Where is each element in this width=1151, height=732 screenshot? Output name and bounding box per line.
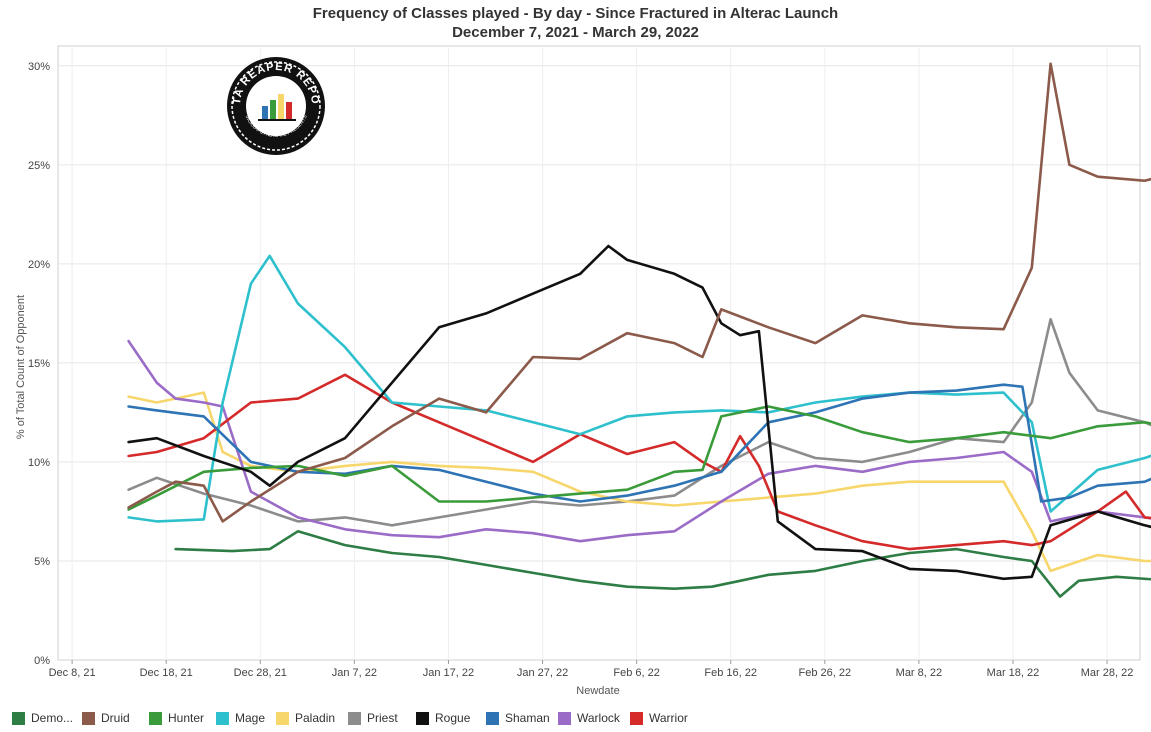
x-tick-label: Jan 17, 22 [423,667,474,679]
legend-swatch [149,711,162,725]
y-tick-labels: 0% 5% 10% 15% 20% 25% 30% [28,61,50,667]
series-lines [127,62,1151,598]
legend-item-priest[interactable]: Priest [348,711,416,725]
series-line-druid [127,62,1151,523]
series-line-shaman [127,383,1151,503]
legend-swatch [216,711,229,725]
grid-lines [57,45,1141,664]
y-tick-label: 0% [34,655,50,667]
legend-label: Warrior [649,711,688,725]
legend-swatch [630,711,643,725]
legend-label: Hunter [168,711,205,725]
legend-swatch [348,711,361,725]
series-line-paladin [127,391,1151,573]
y-tick-label: 5% [34,556,50,568]
series-line-demo [174,530,1151,598]
y-tick-label: 25% [28,160,50,172]
x-tick-label: Mar 8, 22 [896,667,942,679]
legend-label: Demo... [31,711,74,725]
legend-label: Rogue [435,711,471,725]
legend-label: Paladin [295,711,336,725]
legend-item-druid[interactable]: Druid [82,711,149,725]
chart-title: Frequency of Classes played - By day - S… [312,5,839,22]
y-tick-label: 30% [28,61,50,73]
legend-item-warlock[interactable]: Warlock [558,711,630,725]
legend: Demo... Druid Hunter Mage Paladin Priest Rogue… [12,708,690,728]
series-line-hunter [127,405,1151,511]
y-tick-label: 15% [28,358,50,370]
x-tick-label: Feb 6, 22 [613,667,659,679]
x-tick-label: Mar 18, 22 [987,667,1040,679]
legend-swatch [82,711,95,725]
legend-label: Priest [367,711,398,725]
legend-item-hunter[interactable]: Hunter [149,711,216,725]
chart-subtitle: December 7, 2021 - March 29, 2022 [452,24,699,41]
legend-swatch [416,711,429,725]
legend-swatch [486,711,499,725]
legend-item-demo[interactable]: Demo... [12,711,82,725]
legend-item-mage[interactable]: Mage [216,711,276,725]
y-tick-label: 20% [28,259,50,271]
legend-label: Warlock [577,711,620,725]
x-tick-label: Jan 7, 22 [332,667,377,679]
series-line-warrior [127,373,1151,551]
y-tick-label: 10% [28,457,50,469]
x-tick-labels: Dec 8, 21 Dec 18, 21 Dec 28, 21 Jan 7, 22 Ja… [49,667,1134,679]
data-reaper-logo: DATA REAPER REPORT VICIOUS SYNDICATE PRE… [222,47,326,156]
series-line-priest [127,318,1151,527]
legend-swatch [12,711,25,725]
legend-label: Shaman [505,711,550,725]
title-block: Frequency of Classes played - By day - S… [0,4,1151,42]
series-line-warlock [127,339,1151,543]
legend-label: Mage [235,711,266,725]
x-tick-label: Feb 16, 22 [704,667,757,679]
legend-swatch [558,711,571,725]
legend-swatch [276,711,289,725]
plot-area [57,45,1141,661]
x-tick-label: Jan 27, 22 [517,667,568,679]
x-tick-label: Feb 26, 22 [799,667,852,679]
x-axis-title: Newdate [576,685,619,697]
series-line-rogue [127,244,1151,581]
legend-item-shaman[interactable]: Shaman [486,711,558,725]
legend-item-warrior[interactable]: Warrior [630,711,690,725]
legend-item-paladin[interactable]: Paladin [276,711,348,725]
x-tick-label: Dec 18, 21 [140,667,193,679]
x-tick-label: Mar 28, 22 [1081,667,1134,679]
x-tick-label: Dec 28, 21 [234,667,287,679]
legend-label: Druid [101,711,130,725]
y-axis-title: % of Total Count of Opponent [15,295,27,439]
x-tick-label: Dec 8, 21 [49,667,96,679]
legend-item-rogue[interactable]: Rogue [416,711,486,725]
